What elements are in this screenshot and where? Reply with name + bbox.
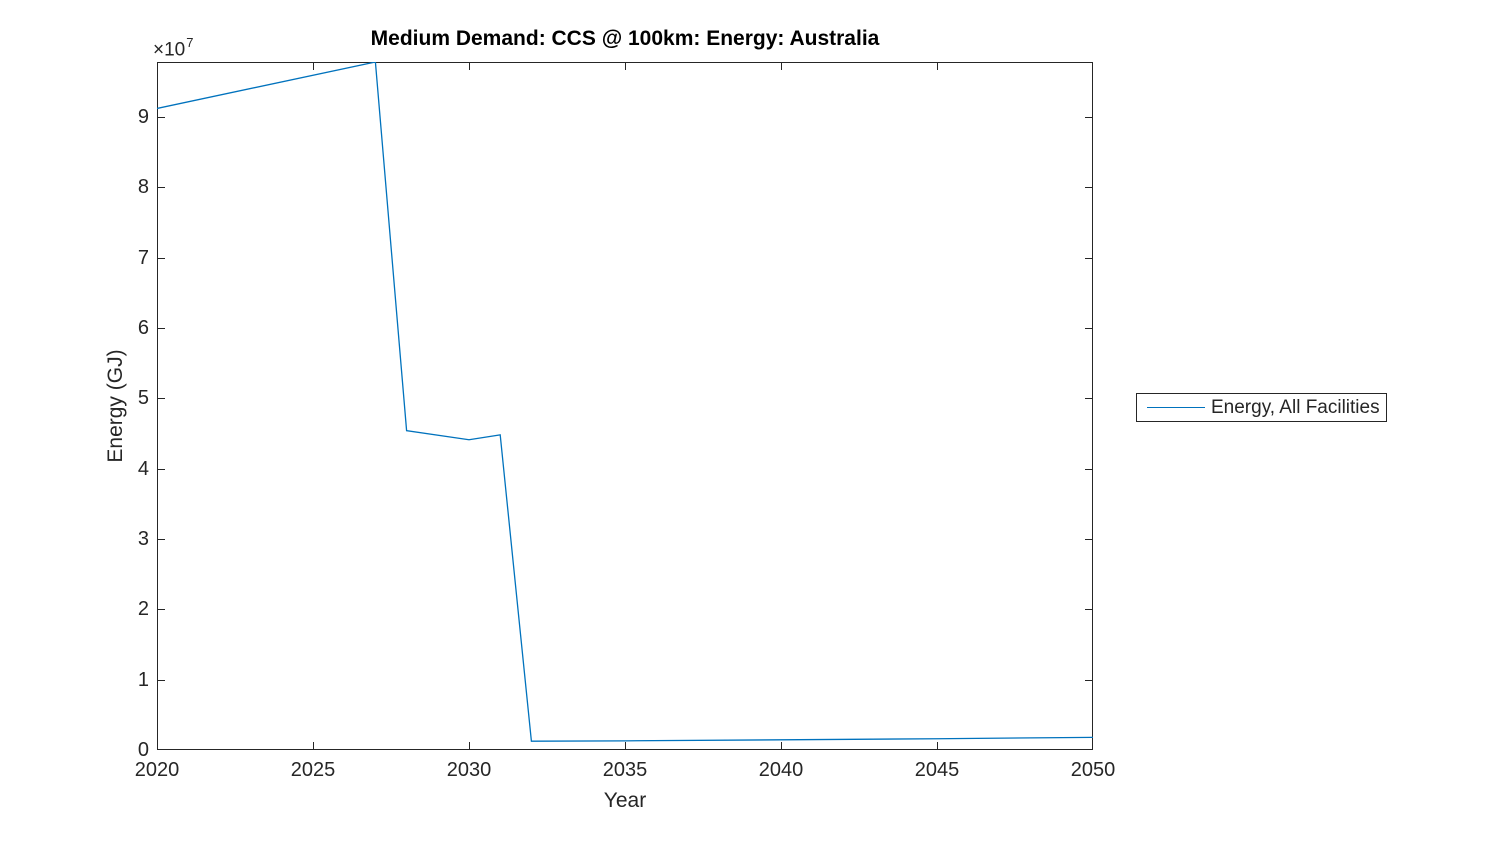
exponent-base: ×10: [153, 39, 186, 61]
x-tick-label: 2040: [758, 759, 804, 781]
line-chart: [156, 61, 1094, 751]
y-tick-label: 7: [137, 246, 149, 269]
y-tick-label: 3: [137, 527, 149, 550]
x-tick-label: 2035: [602, 759, 648, 781]
x-axis-label: Year: [603, 789, 647, 812]
y-tick-label: 6: [137, 316, 149, 339]
y-axis-exponent-label: ×107: [153, 35, 194, 61]
x-tick-label: 2050: [1070, 759, 1116, 781]
x-tick-label: 2030: [446, 759, 492, 781]
plot-area: [156, 61, 1094, 751]
y-tick-label: 5: [137, 387, 149, 410]
y-tick-label: 0: [137, 739, 149, 761]
legend: Energy, All Facilities: [1136, 393, 1387, 422]
y-tick-label: 1: [137, 668, 149, 691]
y-tick-label: 9: [137, 105, 149, 128]
y-tick-label: 4: [137, 457, 149, 480]
exponent-power: 7: [186, 35, 194, 50]
x-tick-label: 2025: [290, 759, 336, 781]
y-axis-label: Energy (GJ): [104, 349, 127, 463]
x-tick-label: 2045: [914, 759, 960, 781]
legend-label: Energy, All Facilities: [1211, 396, 1380, 418]
y-tick-label: 8: [137, 176, 149, 199]
x-tick-label: 2020: [134, 759, 180, 781]
chart-title: Medium Demand: CCS @ 100km: Energy: Aust…: [370, 27, 880, 50]
legend-line-sample-icon: [1147, 407, 1205, 408]
y-tick-label: 2: [137, 598, 149, 621]
